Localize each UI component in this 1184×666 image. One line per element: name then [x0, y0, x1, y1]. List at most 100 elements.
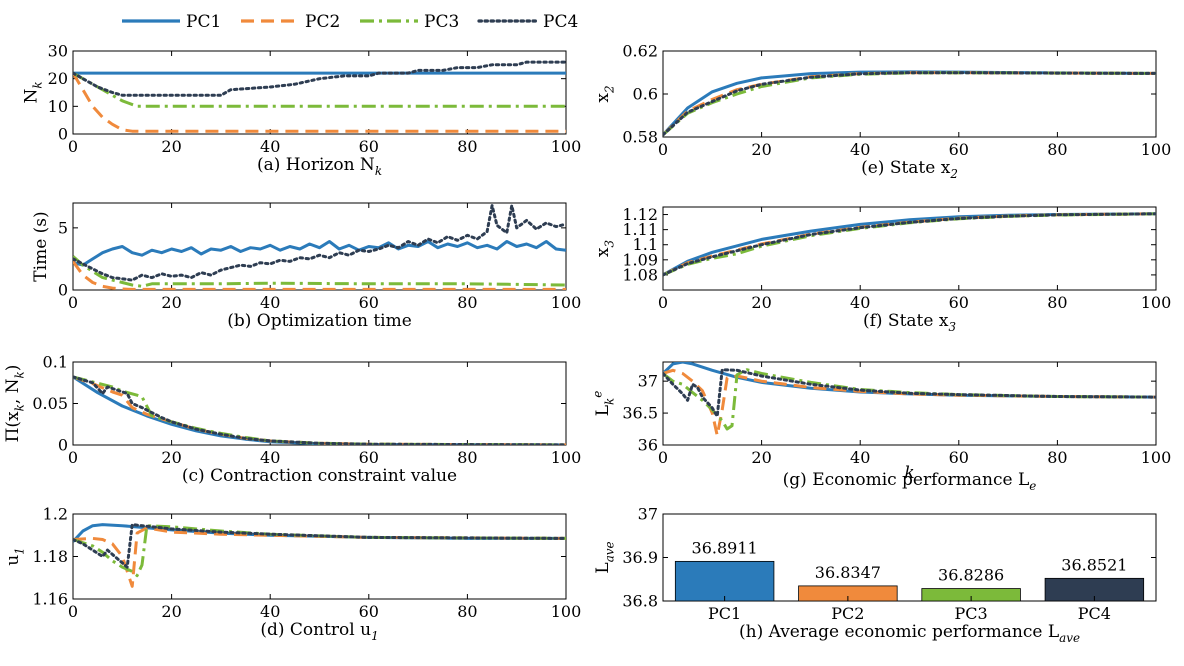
x-tick-label: 100 — [551, 137, 582, 156]
x-tick-label: 40 — [850, 140, 870, 159]
series-group — [663, 212, 1156, 277]
y-tick-label: 0.05 — [32, 394, 68, 413]
x-tick-label: 20 — [161, 602, 181, 621]
y-axis-label: Time (s) — [31, 211, 51, 281]
series-line-pc4 — [663, 368, 1156, 418]
x-tick-label: 40 — [850, 448, 870, 467]
x-tick-label: PC3 — [955, 604, 988, 623]
axes-frame — [72, 361, 567, 446]
axes-frame — [662, 361, 1157, 446]
panel-optimization-time: 0 5 0 20 40 60 80 100 Time (s) (b) Optimization t… — [31, 202, 582, 331]
x-tick-label: 100 — [551, 293, 582, 312]
y-tick-label: 1.08 — [622, 265, 658, 284]
y-tick-label: 36.5 — [622, 404, 658, 423]
y-tick-label: 0 — [58, 125, 68, 144]
series-group — [73, 523, 566, 588]
x-tick-label: 40 — [260, 448, 280, 467]
series-line-pc2 — [73, 72, 566, 133]
x-tick-label: 80 — [457, 602, 477, 621]
x-tick-label: 60 — [359, 293, 379, 312]
series-line-pc3 — [73, 255, 566, 288]
y-axis-label: x2 — [593, 85, 616, 102]
y-tick-label: 36.9 — [622, 548, 658, 567]
y-tick-label: 20 — [48, 69, 68, 88]
series-group — [73, 204, 566, 290]
x-tick-label: 0 — [68, 448, 78, 467]
x-tick-label: 0 — [658, 140, 668, 159]
y-tick-label: 1.2 — [43, 505, 68, 524]
y-tick-label: 30 — [48, 42, 68, 61]
panel-state-x2: 0.58 0.6 0.62 0 20 40 60 80 100 x2 (e) State x2 — [593, 42, 1171, 182]
x-tick-label: 20 — [161, 293, 181, 312]
series-line-pc4 — [73, 204, 566, 282]
x-tick-label: 20 — [751, 140, 771, 159]
series-line-pc1 — [663, 70, 1156, 136]
x-tick-label: 40 — [260, 137, 280, 156]
x-tick-label: 0 — [658, 448, 668, 467]
y-tick-label: 0 — [58, 281, 68, 300]
panel-caption: (b) Optimization time — [227, 311, 412, 331]
x-tick-label: PC4 — [1078, 604, 1111, 623]
x-tick-label: 80 — [457, 448, 477, 467]
x-tick-label: 0 — [68, 293, 78, 312]
y-tick-label: 1.18 — [32, 547, 68, 566]
x-axis-label: k — [904, 463, 914, 483]
x-tick-label: 20 — [161, 137, 181, 156]
legend-label-pc1: PC1 — [186, 12, 221, 32]
y-axis-label: Lave — [593, 541, 616, 573]
series-line-pc4 — [663, 212, 1156, 277]
y-tick-label: 0 — [58, 436, 68, 455]
y-tick-label: 1.1 — [633, 235, 658, 254]
x-tick-label: 100 — [551, 448, 582, 467]
series-line-pc2 — [73, 526, 566, 588]
panel-control-u1: 1.16 1.18 1.2 0 20 40 60 80 100 u1 (d) Control u1 — [3, 505, 581, 644]
panel-state-x3: 1.081.091.11.111.12 0 20 40 60 80 100 x3 (f) Sta… — [593, 205, 1171, 334]
y-axis-label: Nk — [22, 81, 45, 103]
y-tick-label: 10 — [48, 97, 68, 116]
panel-horizon: 0 10 20 30 0 20 40 60 80 100 Nk (a) Horizon Nk — [22, 42, 582, 179]
x-tick-label: 100 — [1141, 293, 1172, 312]
series-line-pc4 — [73, 523, 566, 569]
x-tick-label: PC2 — [831, 604, 864, 623]
axes-frame — [72, 50, 567, 135]
panel-caption: (c) Contraction constraint value — [182, 466, 457, 486]
y-tick-label: 36.8 — [622, 592, 658, 611]
panel-caption: (e) State x2 — [861, 158, 958, 181]
y-tick-label: 0.62 — [622, 42, 658, 61]
y-tick-label: 1.16 — [32, 590, 68, 609]
panel-caption: (f) State x3 — [863, 311, 956, 334]
panel-caption: (g) Economic performance Le — [783, 470, 1037, 493]
x-tick-label: 60 — [949, 140, 969, 159]
series-group — [73, 60, 566, 133]
series-line-pc3 — [663, 368, 1156, 431]
x-tick-label: 20 — [751, 448, 771, 467]
y-tick-label: 36 — [638, 436, 658, 455]
panel-caption: (a) Horizon Nk — [257, 155, 382, 178]
x-tick-label: 60 — [359, 448, 379, 467]
x-tick-label: 20 — [751, 293, 771, 312]
x-tick-label: 40 — [850, 293, 870, 312]
y-axis-label: x3 — [593, 240, 616, 257]
x-tick-label: 0 — [658, 293, 668, 312]
panel-economic-performance: 36 36.5 37 0 20 40 60 80 100 k Lke (g) Economic per… — [590, 361, 1172, 493]
y-tick-label: 37 — [638, 505, 658, 524]
x-tick-label: PC1 — [708, 604, 741, 623]
y-tick-label: 0.6 — [633, 85, 658, 104]
legend-label-pc2: PC2 — [305, 12, 340, 32]
x-tick-label: 80 — [457, 137, 477, 156]
y-tick-label: 1.11 — [622, 220, 658, 239]
y-tick-label: 1.12 — [622, 205, 658, 224]
y-axis-label: Lke — [590, 391, 616, 417]
y-tick-label: 1.09 — [622, 250, 658, 269]
x-tick-label: 100 — [1141, 448, 1172, 467]
x-tick-label: 60 — [949, 293, 969, 312]
x-tick-label: 80 — [1047, 140, 1067, 159]
series-line-pc2 — [73, 260, 566, 290]
series-group — [663, 362, 1156, 437]
bar-value-label: 36.8911 — [692, 538, 758, 557]
legend-label-pc4: PC4 — [543, 12, 578, 32]
x-tick-label: 80 — [457, 293, 477, 312]
y-axis-label: Π(xk, Nk) — [3, 365, 26, 443]
x-tick-label: 60 — [949, 448, 969, 467]
